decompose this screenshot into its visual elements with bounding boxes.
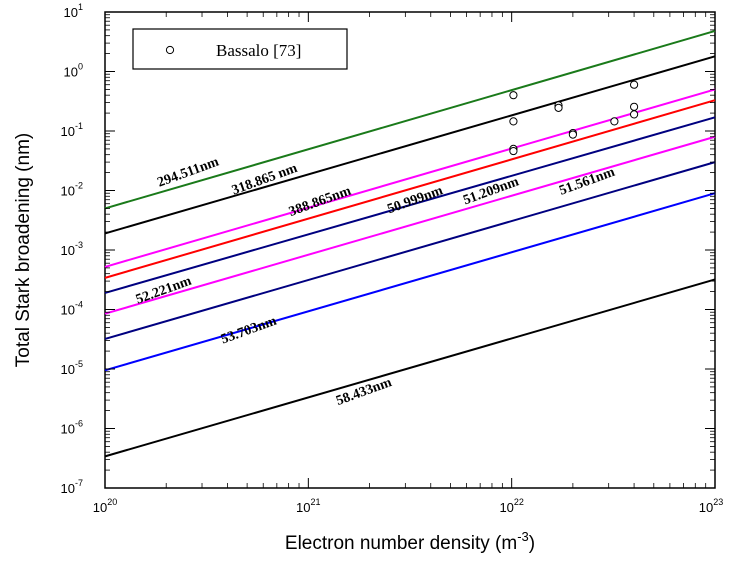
scatter-point-9: [610, 117, 619, 126]
series-line-318.865nm: [104, 55, 716, 235]
series-line-58.433nm: [104, 278, 716, 458]
scatter-point-1: [509, 91, 518, 100]
y-tick-label: 10-1: [61, 121, 83, 139]
series-layer: [104, 30, 716, 458]
y-tick-label: 10-6: [61, 419, 83, 437]
scatter-point-11: [629, 102, 639, 111]
line-label-8: 53.703nm: [219, 314, 279, 348]
x-axis-title: Electron number density (m-3): [285, 529, 535, 554]
line-label-5: 51.209nm: [461, 174, 521, 208]
y-tick-label: 100: [64, 62, 83, 80]
scatter-point-2: [509, 117, 518, 126]
y-tick-label: 101: [64, 2, 83, 20]
legend-label: Bassalo [73]: [216, 41, 301, 60]
y-axis-title: Total Stark broadening (nm): [13, 133, 34, 367]
legend-marker-circle: [165, 45, 175, 55]
y-tick-label: 10-7: [61, 478, 83, 496]
legend: Bassalo [73]: [132, 28, 348, 70]
scatter-point-6: [554, 103, 563, 112]
series-line-388.865nm: [104, 88, 716, 268]
scatter-point-12: [629, 110, 639, 119]
line-label-7: 52.221nm: [134, 274, 194, 308]
scatter-layer: [509, 80, 639, 156]
x-tick-label: 1022: [499, 497, 523, 515]
series-line-53.703nm: [104, 192, 716, 372]
x-tick-label: 1020: [93, 497, 117, 515]
series-line-50.999nm: [104, 99, 716, 279]
scatter-point-4: [509, 146, 518, 156]
series-line-51.209nm: [104, 116, 716, 294]
y-tick-label: 10-3: [61, 240, 83, 258]
y-axis-ticks: 10-7 10-6 10-5 10-4 10-3 10-2 10-1 100 101: [61, 2, 715, 496]
x-tick-label: 1023: [699, 497, 723, 515]
series-line-294.511nm: [104, 30, 716, 210]
x-tick-label: 1021: [296, 497, 320, 515]
series-line-51.561nm: [104, 135, 716, 315]
scatter-point-10: [629, 80, 639, 89]
scatter-point-8: [568, 130, 577, 139]
line-label-9: 58.433nm: [334, 375, 394, 409]
line-label-1: 294.511nm: [156, 154, 222, 190]
y-tick-label: 10-5: [61, 359, 83, 377]
y-tick-label: 10-2: [61, 181, 83, 199]
series-line-52.221nm: [104, 161, 716, 340]
x-axis-ticks: 1020 1021 1022 1023: [93, 12, 723, 515]
y-tick-label: 10-4: [61, 300, 83, 318]
